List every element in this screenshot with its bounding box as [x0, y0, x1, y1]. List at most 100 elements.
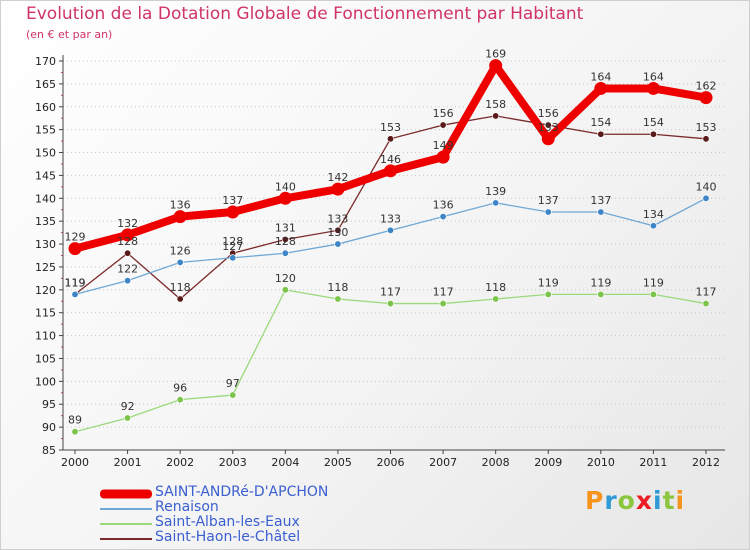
data-point	[492, 199, 500, 207]
data-point	[702, 135, 710, 143]
data-label: 97	[226, 377, 240, 390]
data-label: 133	[380, 212, 401, 225]
data-point	[334, 295, 342, 303]
legend-label: Renaison	[155, 499, 219, 515]
x-tick-label: 2010	[587, 456, 615, 469]
data-label: 154	[643, 116, 664, 129]
data-point	[541, 132, 555, 146]
data-label: 118	[485, 281, 506, 294]
data-point	[173, 210, 187, 224]
data-label: 118	[327, 281, 348, 294]
legend-item: SAINT-ANDRé-D'APCHON	[100, 484, 460, 501]
data-label: 162	[696, 80, 717, 93]
legend-swatch	[100, 489, 152, 498]
data-point	[597, 208, 605, 216]
data-label: 156	[433, 107, 454, 120]
y-tick-label: 155	[35, 124, 56, 137]
y-tick-label: 105	[35, 352, 56, 365]
legend-swatch	[100, 537, 152, 540]
data-label: 131	[275, 221, 296, 234]
legend-item: Saint-Alban-les-Eaux	[100, 514, 460, 531]
legend-label: Saint-Alban-les-Eaux	[155, 514, 300, 530]
data-point	[176, 396, 184, 404]
data-point	[544, 208, 552, 216]
data-point	[492, 295, 500, 303]
data-point	[386, 135, 394, 143]
data-point	[334, 226, 342, 234]
data-point	[439, 213, 447, 221]
data-label: 153	[696, 121, 717, 134]
y-tick-label: 115	[35, 307, 56, 320]
data-point	[281, 249, 289, 257]
x-tick-label: 2007	[429, 456, 457, 469]
y-tick-label: 170	[35, 55, 56, 68]
chart-legend: SAINT-ANDRé-D'APCHON Renaison Saint-Alba…	[100, 484, 460, 546]
x-tick-label: 2003	[219, 456, 247, 469]
data-point	[492, 112, 500, 120]
data-point	[597, 290, 605, 298]
data-label: 128	[117, 235, 138, 248]
data-label: 128	[275, 235, 296, 248]
x-tick-label: 2002	[166, 456, 194, 469]
data-label: 146	[380, 153, 401, 166]
data-label: 149	[433, 139, 454, 152]
data-point	[71, 428, 79, 436]
data-label: 137	[590, 194, 611, 207]
y-tick-label: 145	[35, 169, 56, 182]
legend-swatch	[100, 507, 152, 510]
x-tick-label: 2006	[377, 456, 405, 469]
x-tick-label: 2008	[482, 456, 510, 469]
y-tick-label: 150	[35, 147, 56, 160]
y-tick-label: 100	[35, 375, 56, 388]
series-line	[74, 289, 707, 433]
y-tick-label: 85	[42, 444, 56, 457]
data-point	[699, 91, 713, 105]
data-label: 130	[327, 226, 348, 239]
data-label: 134	[643, 208, 664, 221]
data-label: 117	[696, 286, 717, 299]
y-tick-label: 135	[35, 215, 56, 228]
data-point	[439, 121, 447, 129]
x-tick-label: 2000	[61, 456, 89, 469]
data-point	[439, 300, 447, 308]
data-point	[489, 59, 503, 73]
data-point	[229, 254, 237, 262]
data-label: 137	[538, 194, 559, 207]
y-tick-label: 160	[35, 101, 56, 114]
data-label: 127	[222, 240, 243, 253]
data-point	[386, 300, 394, 308]
data-point	[649, 222, 657, 230]
data-label: 133	[327, 212, 348, 225]
data-label: 119	[643, 276, 664, 289]
data-label: 119	[65, 276, 86, 289]
y-tick-label: 90	[42, 421, 56, 434]
data-point	[124, 249, 132, 257]
data-label: 129	[65, 231, 86, 244]
logo-letter: i	[675, 486, 686, 515]
data-point	[702, 300, 710, 308]
data-label: 117	[433, 286, 454, 299]
data-point	[594, 81, 608, 95]
data-point	[176, 295, 184, 303]
data-point	[384, 164, 397, 178]
data-point	[229, 391, 237, 399]
legend-swatch	[100, 522, 152, 525]
data-label: 89	[68, 414, 82, 427]
logo-letter: x	[635, 486, 653, 515]
data-label: 158	[485, 98, 506, 111]
data-point	[124, 277, 132, 285]
data-point	[386, 226, 394, 234]
y-tick-label: 165	[35, 78, 56, 91]
data-label: 156	[538, 107, 559, 120]
data-point	[597, 130, 605, 138]
data-point	[436, 150, 450, 164]
data-point	[544, 121, 552, 129]
data-point	[646, 81, 660, 95]
logo-letter: t	[662, 486, 676, 515]
data-point	[71, 290, 79, 298]
data-label: 132	[117, 217, 138, 230]
data-point	[278, 191, 292, 205]
legend-label: SAINT-ANDRé-D'APCHON	[155, 484, 329, 500]
data-label: 169	[485, 48, 506, 61]
